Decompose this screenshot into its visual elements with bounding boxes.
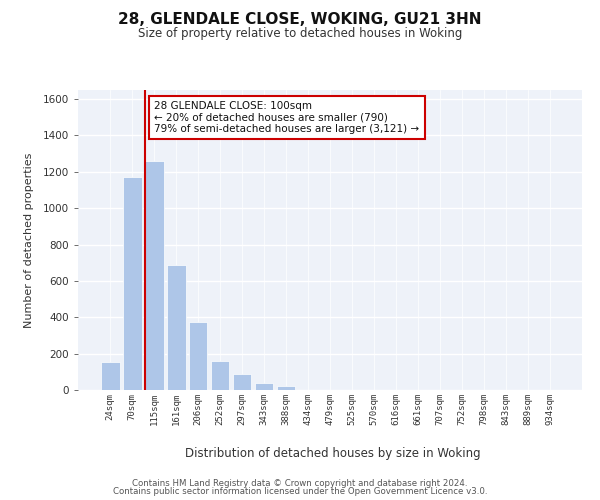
Bar: [101, 362, 119, 390]
Bar: [167, 266, 185, 390]
Text: Contains HM Land Registry data © Crown copyright and database right 2024.: Contains HM Land Registry data © Crown c…: [132, 478, 468, 488]
Bar: [277, 386, 295, 390]
Text: 28 GLENDALE CLOSE: 100sqm
← 20% of detached houses are smaller (790)
79% of semi: 28 GLENDALE CLOSE: 100sqm ← 20% of detac…: [154, 101, 419, 134]
Text: Distribution of detached houses by size in Woking: Distribution of detached houses by size …: [185, 448, 481, 460]
Y-axis label: Number of detached properties: Number of detached properties: [25, 152, 34, 328]
Bar: [233, 374, 251, 390]
Bar: [123, 178, 142, 390]
Bar: [211, 361, 229, 390]
Bar: [255, 384, 274, 390]
Text: Contains public sector information licensed under the Open Government Licence v3: Contains public sector information licen…: [113, 487, 487, 496]
Bar: [145, 161, 164, 390]
Text: Size of property relative to detached houses in Woking: Size of property relative to detached ho…: [138, 28, 462, 40]
Bar: [189, 322, 208, 390]
Text: 28, GLENDALE CLOSE, WOKING, GU21 3HN: 28, GLENDALE CLOSE, WOKING, GU21 3HN: [118, 12, 482, 28]
